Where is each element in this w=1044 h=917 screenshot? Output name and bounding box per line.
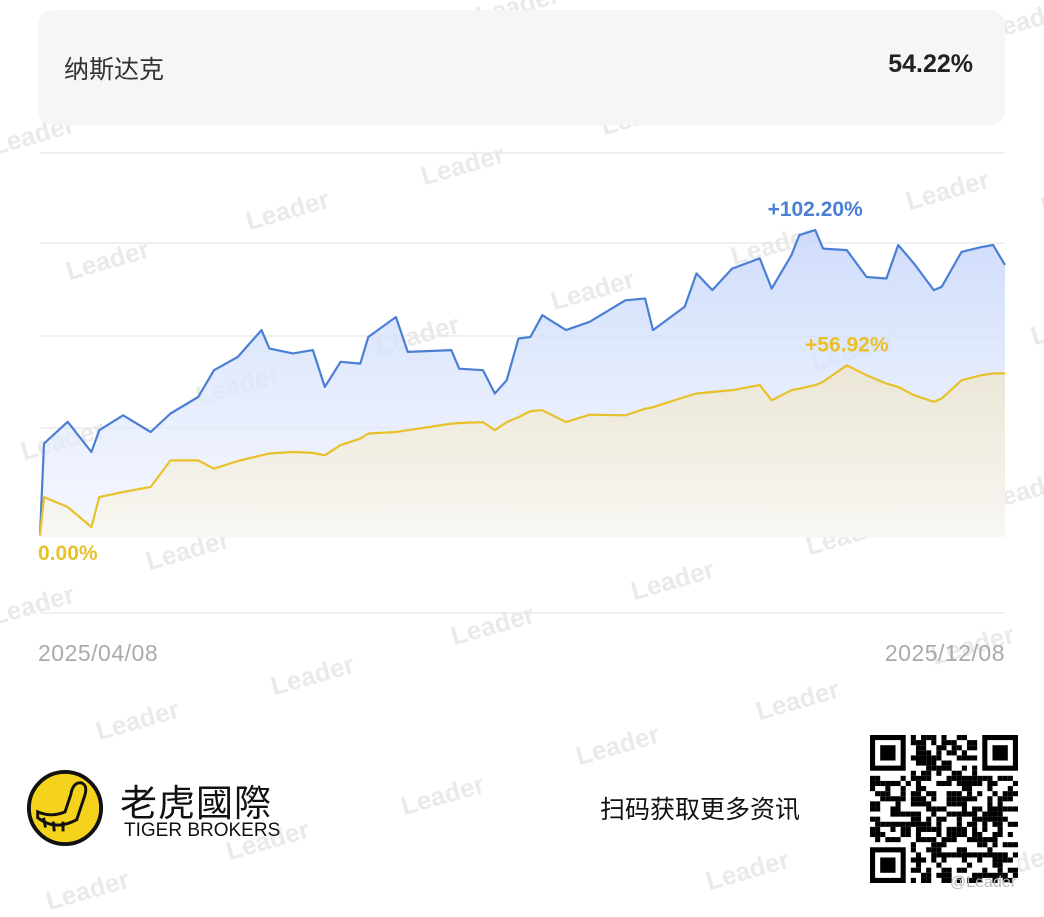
series-1-peak-label: +56.92%	[805, 333, 889, 356]
watermark-text: Leader	[267, 649, 358, 702]
watermark-text: Leader	[42, 864, 133, 917]
brand-name-cn: 老虎國際	[120, 773, 272, 827]
x-tick-start: 2025/04/08	[38, 640, 158, 667]
brand-name-en: TIGER BROKERS	[124, 820, 280, 842]
series-0-peak-label: +102.20%	[768, 198, 863, 221]
series-1-start-label: 0.00%	[38, 542, 98, 565]
return-chart: +102.20% +56.92% 0.00%	[0, 0, 1044, 630]
x-tick-end: 2025/12/08	[885, 640, 1005, 667]
watermark-text: Leader	[92, 694, 183, 747]
watermark-text: Leader	[572, 719, 663, 772]
author-handle: @Leader	[950, 874, 1016, 892]
watermark-text: Leader	[397, 769, 488, 822]
watermark-text: Leader	[702, 844, 793, 897]
qr-code[interactable]	[870, 735, 1018, 883]
tiger-brokers-logo-icon	[26, 769, 104, 847]
watermark-text: Leader	[752, 674, 843, 727]
scan-prompt: 扫码获取更多资讯	[600, 790, 800, 826]
